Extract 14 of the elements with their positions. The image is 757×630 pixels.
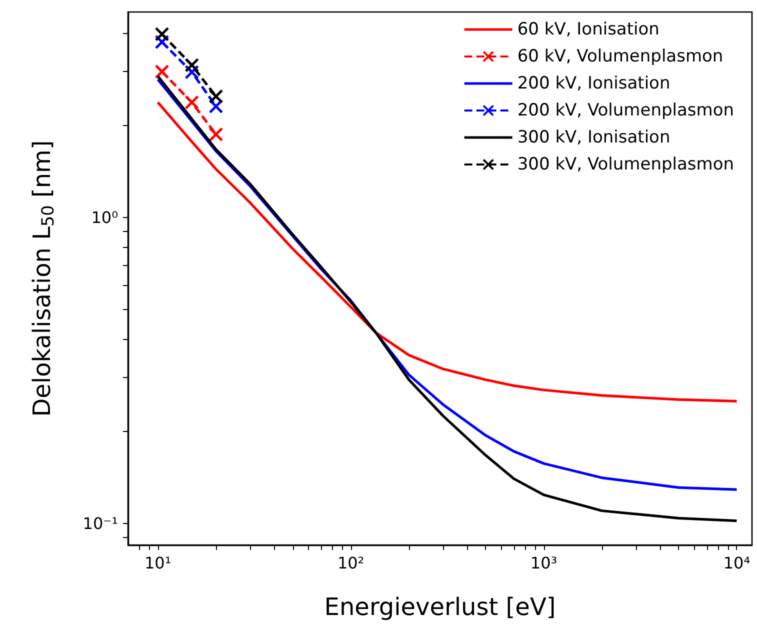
legend-label: 60 kV, Volumenplasmon bbox=[517, 46, 724, 66]
x-axis-title: Energieverlust [eV] bbox=[324, 593, 556, 621]
legend-label: 300 kV, Volumenplasmon bbox=[517, 154, 734, 174]
x-tick-label: 10² bbox=[337, 554, 364, 572]
x-tick-label: 10³ bbox=[530, 554, 558, 572]
legend-label: 200 kV, Volumenplasmon bbox=[517, 100, 734, 120]
legend-label: 300 kV, Ionisation bbox=[517, 128, 670, 148]
legend-label: 200 kV, Ionisation bbox=[517, 74, 670, 94]
x-tick-label: 10¹ bbox=[144, 554, 172, 572]
legend-label: 60 kV, Ionisation bbox=[517, 20, 660, 40]
y-tick-label: 10⁻¹ bbox=[82, 514, 118, 533]
x-tick-label: 10⁴ bbox=[723, 554, 750, 572]
y-tick-label: 10⁰ bbox=[91, 208, 118, 228]
y-axis-title: Delokalisation L50 [nm] bbox=[28, 140, 58, 417]
